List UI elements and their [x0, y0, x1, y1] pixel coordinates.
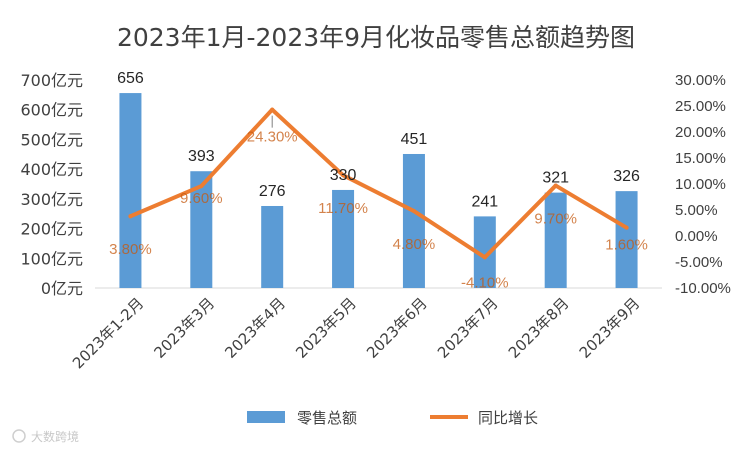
line-point	[270, 107, 275, 112]
bar-series	[119, 93, 638, 289]
line-point	[553, 183, 558, 188]
legend-bar-label: 零售总额	[297, 409, 357, 427]
legend-line-label: 同比增长	[478, 409, 538, 427]
y-right-tick-label: 5.00%	[675, 202, 718, 219]
line-value-label: 3.80%	[109, 241, 152, 258]
line-value-label: 11.70%	[318, 200, 368, 217]
x-tick-label: 2023年9月	[576, 294, 644, 362]
bar	[332, 189, 355, 288]
bar-value-label: 326	[613, 168, 640, 185]
x-tick-label: 2023年8月	[505, 294, 573, 362]
x-tick-label: 2023年6月	[363, 294, 431, 362]
y-right-tick-label: 10.00%	[675, 176, 726, 193]
legend-bar-swatch	[247, 411, 285, 423]
y-left-tick-label: 0亿元	[41, 279, 83, 298]
y-left-tick-label: 400亿元	[20, 160, 83, 179]
bar	[119, 93, 142, 289]
x-tick-label: 2023年4月	[221, 294, 289, 362]
bar-value-label: 276	[259, 183, 286, 200]
y-right-tick-label: 30.00%	[675, 72, 726, 89]
watermark-logo-icon	[12, 429, 26, 443]
y-right-tick-label: -10.00%	[675, 280, 731, 297]
y-right-tick-label: 25.00%	[675, 98, 726, 115]
line-value-label: 24.30%	[247, 129, 298, 146]
line-point	[199, 184, 204, 189]
line-point	[482, 255, 487, 260]
bar	[190, 171, 213, 288]
bar	[261, 205, 284, 288]
x-tick-label: 2023年3月	[150, 294, 218, 362]
line-point	[624, 225, 629, 230]
line-value-label: 9.70%	[534, 211, 577, 228]
y-left-tick-label: 700亿元	[20, 71, 83, 90]
y-left-tick-label: 500亿元	[20, 130, 83, 149]
chart-title: 2023年1月-2023年9月化妆品零售总额趋势图	[117, 23, 635, 52]
line-point	[341, 173, 346, 178]
line-series	[128, 107, 629, 260]
bar-value-label: 451	[401, 131, 428, 148]
growth-line	[128, 107, 629, 260]
y-left-tick-label: 200亿元	[20, 220, 83, 239]
bar-value-label: 330	[330, 167, 357, 184]
bar-value-label: 393	[188, 148, 215, 165]
y-left-tick-label: 100亿元	[20, 249, 83, 268]
line-value-label: 9.60%	[180, 190, 223, 207]
bar-value-label: 241	[471, 193, 498, 210]
watermark: 大数跨境	[12, 429, 79, 444]
y-right-tick-label: 0.00%	[675, 228, 718, 245]
y-left-tick-label: 300亿元	[20, 190, 83, 209]
bar	[615, 191, 638, 288]
bar-value-label: 656	[117, 70, 144, 87]
line-point	[411, 209, 416, 214]
bar	[402, 153, 425, 288]
legend: 零售总额 同比增长	[247, 409, 538, 427]
line-point	[128, 214, 133, 219]
bar	[473, 216, 496, 288]
x-tick-label: 2023年5月	[292, 294, 360, 362]
watermark-text: 大数跨境	[31, 429, 79, 444]
x-tick-label: 2023年7月	[434, 294, 502, 362]
x-tick-label: 2023年1-2月	[69, 294, 147, 372]
bar-value-label: 321	[542, 170, 569, 187]
y-right-tick-label: 20.00%	[675, 124, 726, 141]
data-labels: 656 393 276 330 451 241 321 326 3.80% 9.60% 24.30%…	[109, 70, 648, 291]
y-left-tick-label: 600亿元	[20, 101, 83, 120]
y-right-tick-label: -5.00%	[675, 254, 723, 271]
line-value-label: 1.60%	[605, 237, 648, 254]
y-right-tick-label: 15.00%	[675, 150, 726, 167]
line-value-label: -4.10%	[461, 274, 509, 291]
bar	[544, 192, 567, 288]
line-value-label: 4.80%	[393, 236, 436, 253]
